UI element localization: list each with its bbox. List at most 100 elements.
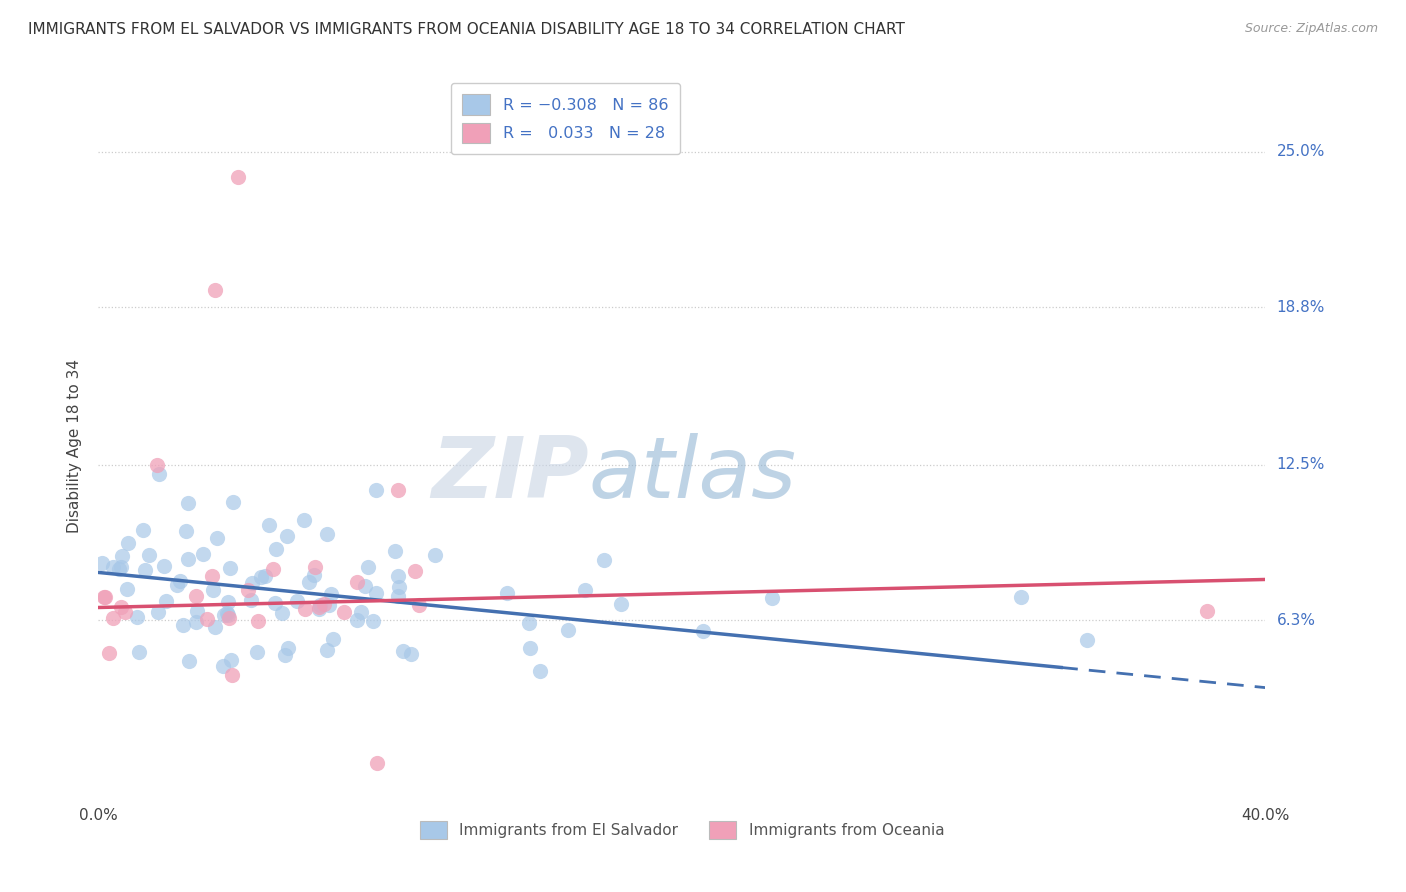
Point <box>496 586 519 600</box>
Point <box>593 553 616 567</box>
Point <box>174 524 197 539</box>
Point <box>214 608 236 623</box>
Text: IMMIGRANTS FROM EL SALVADOR VS IMMIGRANTS FROM OCEANIA DISABILITY AGE 18 TO 34 C: IMMIGRANTS FROM EL SALVADOR VS IMMIGRANT… <box>28 22 905 37</box>
Point <box>219 561 242 575</box>
Point <box>274 648 297 663</box>
Text: atlas: atlas <box>589 433 797 516</box>
Point <box>315 643 337 657</box>
Point <box>312 597 335 611</box>
Point <box>215 606 238 620</box>
Point <box>138 548 160 562</box>
Point <box>404 564 426 578</box>
Point <box>146 458 169 472</box>
Point <box>316 527 339 541</box>
Point <box>228 169 250 184</box>
Point <box>107 562 129 576</box>
Point <box>761 591 783 606</box>
Point <box>423 548 446 562</box>
Point <box>202 582 225 597</box>
Point <box>346 574 368 589</box>
Point <box>346 613 368 627</box>
Point <box>322 632 344 646</box>
Point <box>364 483 387 497</box>
Point <box>221 668 243 682</box>
Point <box>217 607 239 622</box>
Point <box>212 659 235 673</box>
Point <box>361 614 384 628</box>
Point <box>308 599 330 614</box>
Point <box>152 558 174 573</box>
Point <box>169 574 191 589</box>
Point <box>127 610 149 624</box>
Point <box>242 575 264 590</box>
Point <box>519 640 541 655</box>
Point <box>529 664 551 678</box>
Point <box>101 611 124 625</box>
Point <box>110 600 132 615</box>
Point <box>254 569 277 583</box>
Point <box>186 615 208 629</box>
Point <box>132 523 155 537</box>
Point <box>384 544 406 558</box>
Point <box>692 624 714 639</box>
Point <box>292 513 315 527</box>
Point <box>387 590 409 604</box>
Point <box>115 582 138 596</box>
Point <box>94 591 117 605</box>
Point <box>276 529 298 543</box>
Text: Source: ZipAtlas.com: Source: ZipAtlas.com <box>1244 22 1378 36</box>
Point <box>250 570 273 584</box>
Point <box>240 593 263 607</box>
Point <box>1076 633 1098 648</box>
Point <box>117 536 139 550</box>
Point <box>294 602 316 616</box>
Point <box>364 586 387 600</box>
Point <box>333 605 356 619</box>
Point <box>264 596 287 610</box>
Point <box>176 496 198 510</box>
Point <box>177 552 200 566</box>
Point <box>193 547 215 561</box>
Point <box>195 612 218 626</box>
Point <box>408 598 430 612</box>
Point <box>610 597 633 611</box>
Point <box>366 756 388 770</box>
Point <box>264 541 287 556</box>
Legend: Immigrants from El Salvador, Immigrants from Oceania: Immigrants from El Salvador, Immigrants … <box>413 815 950 845</box>
Point <box>388 580 411 594</box>
Point <box>387 569 409 583</box>
Point <box>219 653 242 667</box>
Point <box>204 620 226 634</box>
Point <box>111 549 134 564</box>
Point <box>91 556 114 570</box>
Point <box>1010 590 1032 604</box>
Point <box>298 574 321 589</box>
Point <box>218 611 240 625</box>
Point <box>222 495 245 509</box>
Point <box>101 560 124 574</box>
Point <box>277 640 299 655</box>
Point <box>318 598 340 612</box>
Point <box>354 579 377 593</box>
Point <box>184 589 207 603</box>
Point <box>179 654 201 668</box>
Point <box>201 568 224 582</box>
Point <box>271 606 294 620</box>
Point <box>285 593 308 607</box>
Point <box>204 283 226 297</box>
Point <box>148 605 170 619</box>
Point <box>308 602 330 616</box>
Point <box>172 618 194 632</box>
Point <box>392 644 415 658</box>
Point <box>186 605 208 619</box>
Text: 25.0%: 25.0% <box>1277 145 1324 160</box>
Point <box>304 560 326 574</box>
Point <box>399 647 422 661</box>
Point <box>93 591 115 605</box>
Point <box>97 646 120 660</box>
Point <box>134 563 156 577</box>
Point <box>262 562 284 576</box>
Point <box>387 483 409 497</box>
Text: ZIP: ZIP <box>430 433 589 516</box>
Point <box>302 567 325 582</box>
